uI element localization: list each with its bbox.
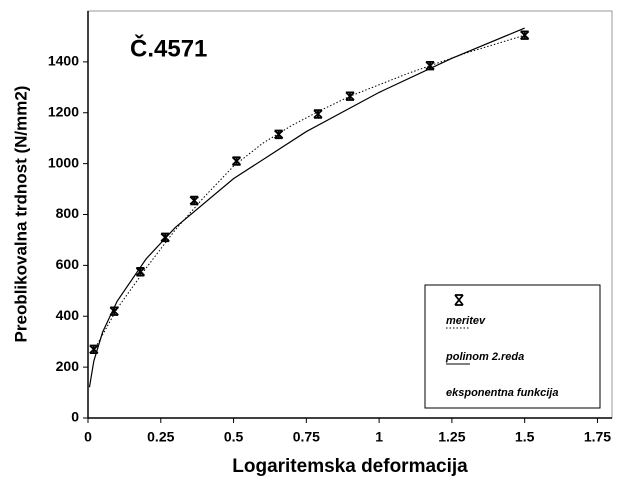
error-bar xyxy=(231,156,242,166)
annotation: Č.4571 xyxy=(130,34,207,62)
error-bar xyxy=(160,232,170,243)
error-bar xyxy=(520,30,530,40)
error-bar xyxy=(274,129,284,140)
x-axis-label: Logaritemska deformacija xyxy=(232,456,468,477)
error-bar xyxy=(425,60,435,71)
x-tick-label: 0.75 xyxy=(293,429,320,445)
y-tick-label: 0 xyxy=(71,409,79,425)
y-tick-label: 800 xyxy=(56,205,80,221)
exponential-line xyxy=(88,27,525,388)
x-tick-label: 1 xyxy=(375,429,383,445)
x-tick-label: 1.75 xyxy=(584,429,611,445)
legend-box xyxy=(424,284,601,409)
y-tick-label: 600 xyxy=(56,256,80,272)
x-tick-label: 0.25 xyxy=(147,429,174,445)
y-tick-label: 1200 xyxy=(48,103,79,119)
y-tick-label: 1400 xyxy=(48,53,79,69)
x-tick-label: 1.25 xyxy=(438,429,465,445)
y-tick-label: 400 xyxy=(56,307,80,323)
error-bar xyxy=(313,109,323,119)
x-tick-label: 0 xyxy=(84,429,92,445)
y-tick-label: 1000 xyxy=(48,154,79,170)
legend-label: meritev xyxy=(446,315,486,327)
error-bar xyxy=(189,195,199,206)
legend-marker xyxy=(454,294,464,306)
x-tick-label: 0.5 xyxy=(224,429,244,445)
legend-label: polinom 2.reda xyxy=(445,351,524,363)
legend-label: eksponentna funkcija xyxy=(446,387,558,399)
error-bar xyxy=(89,344,99,355)
y-tick-label: 200 xyxy=(56,358,80,374)
y-axis-label: Preoblikovalna trdnost (N/mm2) xyxy=(11,86,30,343)
x-tick-label: 1.5 xyxy=(515,429,535,445)
